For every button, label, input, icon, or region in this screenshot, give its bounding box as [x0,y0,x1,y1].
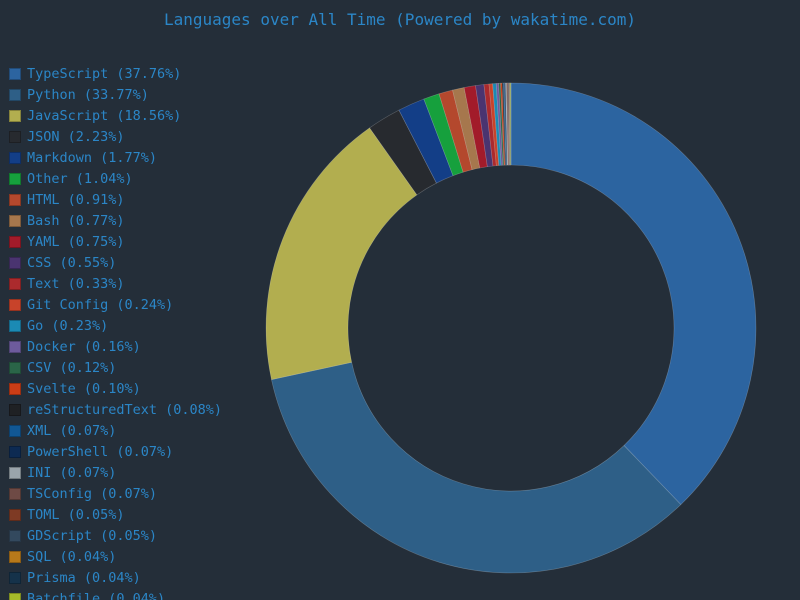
pie-slice-python [271,361,682,574]
legend-item: TSConfig (0.07%) [9,483,222,504]
legend-item: HTML (0.91%) [9,189,222,210]
legend-swatch [9,67,21,80]
legend-label: TypeScript (37.76%) [27,65,182,82]
legend-item: Bash (0.77%) [9,210,222,231]
legend-label: SQL (0.04%) [27,548,117,565]
legend-label: CSV (0.12%) [27,359,117,376]
legend-item: Docker (0.16%) [9,336,222,357]
legend-label: JSON (2.23%) [27,128,125,145]
legend-label: Svelte (0.10%) [27,380,141,397]
legend-item: Batchfile (0.04%) [9,588,222,600]
legend-item: reStructuredText (0.08%) [9,399,222,420]
legend-label: XML (0.07%) [27,422,117,439]
legend-label: Docker (0.16%) [27,338,141,355]
legend-item: CSV (0.12%) [9,357,222,378]
legend-swatch [9,403,21,416]
legend-label: Batchfile (0.04%) [27,590,166,600]
legend-label: reStructuredText (0.08%) [27,401,223,418]
legend-item: Text (0.33%) [9,273,222,294]
legend-label: Other (1.04%) [27,170,133,187]
legend-item: Python (33.77%) [9,84,222,105]
legend-item: TOML (0.05%) [9,504,222,525]
legend-item: TypeScript (37.76%) [9,63,222,84]
legend-swatch [9,508,21,521]
legend-swatch [9,277,21,290]
legend-swatch [9,592,21,600]
legend-swatch [9,529,21,542]
legend-item: YAML (0.75%) [9,231,222,252]
legend-label: YAML (0.75%) [27,233,125,250]
legend-item: Prisma (0.04%) [9,567,222,588]
legend-label: JavaScript (18.56%) [27,107,182,124]
legend-item: XML (0.07%) [9,420,222,441]
legend-label: GDScript (0.05%) [27,527,158,544]
legend-item: SQL (0.04%) [9,546,222,567]
pie-slice-javascript [265,127,418,380]
legend-label: Prisma (0.04%) [27,569,141,586]
legend-swatch [9,214,21,227]
legend-swatch [9,172,21,185]
legend-swatch [9,256,21,269]
legend-label: TSConfig (0.07%) [27,485,158,502]
legend-swatch [9,340,21,353]
legend-swatch [9,151,21,164]
legend-label: Text (0.33%) [27,275,125,292]
legend-swatch [9,424,21,437]
legend-label: Git Config (0.24%) [27,296,174,313]
legend-label: Bash (0.77%) [27,212,125,229]
legend-item: Go (0.23%) [9,315,222,336]
legend-label: HTML (0.91%) [27,191,125,208]
legend-label: INI (0.07%) [27,464,117,481]
legend-swatch [9,487,21,500]
legend-swatch [9,235,21,248]
legend-label: TOML (0.05%) [27,506,125,523]
legend-swatch [9,88,21,101]
legend-item: GDScript (0.05%) [9,525,222,546]
legend-swatch [9,319,21,332]
legend-label: Markdown (1.77%) [27,149,158,166]
legend-item: Git Config (0.24%) [9,294,222,315]
legend-item: INI (0.07%) [9,462,222,483]
legend-swatch [9,382,21,395]
chart-title: Languages over All Time (Powered by waka… [163,10,636,29]
legend-label: PowerShell (0.07%) [27,443,174,460]
legend-swatch [9,361,21,374]
legend-label: CSS (0.55%) [27,254,117,271]
pie-slice-typescript [510,82,757,505]
legend-swatch [9,109,21,122]
legend-label: Python (33.77%) [27,86,149,103]
legend-item: PowerShell (0.07%) [9,441,222,462]
legend-item: JavaScript (18.56%) [9,105,222,126]
pie-slice-batchfile [510,82,512,166]
legend-swatch [9,550,21,563]
legend-item: Markdown (1.77%) [9,147,222,168]
legend-item: Other (1.04%) [9,168,222,189]
legend-label: Go (0.23%) [27,317,109,334]
legend-swatch [9,298,21,311]
legend-swatch [9,466,21,479]
legend-swatch [9,445,21,458]
legend: TypeScript (37.76%) Python (33.77%) JavaSc… [9,63,222,600]
legend-swatch [9,571,21,584]
legend-item: JSON (2.23%) [9,126,222,147]
legend-item: Svelte (0.10%) [9,378,222,399]
legend-swatch [9,193,21,206]
legend-item: CSS (0.55%) [9,252,222,273]
legend-swatch [9,130,21,143]
